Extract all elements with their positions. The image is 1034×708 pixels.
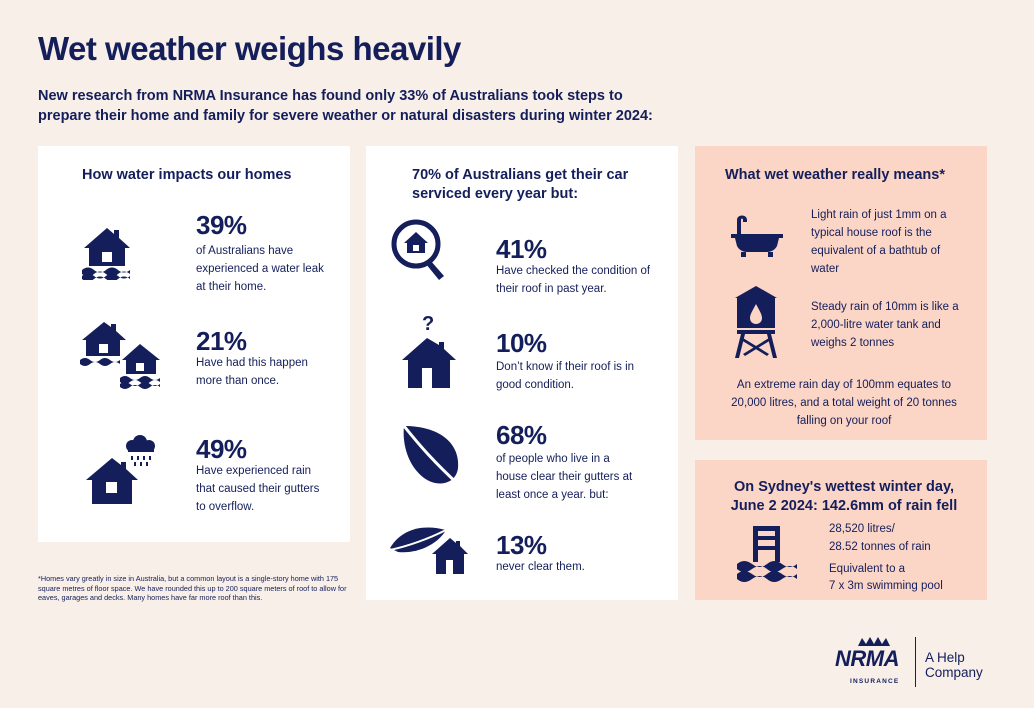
stat-text: Have experienced rain that caused their …	[196, 465, 320, 513]
sydney-tonnes-text: 28.52 tonnes of rain	[829, 541, 931, 553]
nrma-insurance-label: INSURANCE	[850, 678, 900, 685]
house-rain-cloud-icon	[84, 434, 164, 506]
stat-text: Don’t know if their roof is in good cond…	[496, 361, 635, 391]
svg-text:?: ?	[422, 313, 434, 335]
card-water-impacts: How water impacts our homes 39% of Austr…	[38, 146, 350, 542]
card-sydney-wettest-day: On Sydney's wettest winter day, June 2 2…	[695, 460, 987, 600]
house-question-icon: ?	[400, 312, 458, 392]
wet-weather-item-text: Steady rain of 10mm is like a 2,000-litr…	[811, 301, 959, 349]
stat-text: never clear them.	[496, 561, 585, 573]
magnifier-house-icon	[388, 218, 448, 282]
nrma-logo: NRMA	[835, 646, 900, 671]
stat-value: 10%	[496, 328, 547, 358]
stat-text: of Australians have experienced a water …	[196, 245, 324, 293]
stat-value: 21%	[196, 326, 247, 356]
extreme-rain-text: An extreme rain day of 100mm equates to …	[731, 379, 957, 427]
footnote: *Homes vary greatly in size in Australia…	[38, 574, 347, 602]
card-sydney-heading: On Sydney's wettest winter day, June 2 2…	[730, 479, 958, 514]
sydney-litres-text: 28,520 litres/	[829, 523, 895, 535]
tagline-line-2: Company	[925, 665, 983, 680]
card-roof-checks-heading: 70% of Australians get their car service…	[412, 167, 629, 202]
intro-text: New research from NRMA Insurance has fou…	[38, 88, 653, 124]
two-flooded-houses-icon	[78, 318, 166, 390]
card-water-impacts-heading: How water impacts our homes	[82, 167, 292, 183]
tagline-line-1: A Help	[925, 650, 965, 665]
page-title: Wet weather weighs heavily	[38, 30, 461, 67]
stat-text: of people who live in a house clear thei…	[496, 453, 633, 501]
stat-text: Have had this happen more than once.	[196, 357, 308, 387]
nrma-crest-icon	[856, 636, 892, 648]
card-wet-weather-means: What wet weather really means* Light rai…	[695, 146, 987, 440]
leaf-icon	[398, 422, 464, 488]
stat-value: 41%	[496, 234, 547, 264]
help-company-tagline: A Help Company	[925, 650, 983, 680]
card-roof-checks: 70% of Australians get their car service…	[366, 146, 678, 600]
flooded-house-icon	[78, 222, 136, 280]
water-tank-icon	[731, 284, 781, 360]
sydney-pool-text: 7 x 3m swimming pool	[829, 580, 943, 592]
stat-value: 49%	[196, 434, 247, 464]
logo-divider	[915, 637, 916, 687]
stat-text: Have checked the condition of their roof…	[496, 265, 651, 295]
stat-value: 13%	[496, 530, 547, 560]
stat-value: 39%	[196, 210, 247, 240]
sydney-equivalent-text: Equivalent to a	[829, 563, 906, 575]
bathtub-icon	[729, 212, 785, 258]
stat-value: 68%	[496, 420, 547, 450]
wet-weather-item-text: Light rain of just 1mm on a typical hous…	[811, 209, 947, 275]
pool-ladder-icon	[735, 522, 799, 584]
leaf-house-icon	[388, 520, 474, 576]
card-wet-weather-heading: What wet weather really means*	[725, 167, 945, 183]
